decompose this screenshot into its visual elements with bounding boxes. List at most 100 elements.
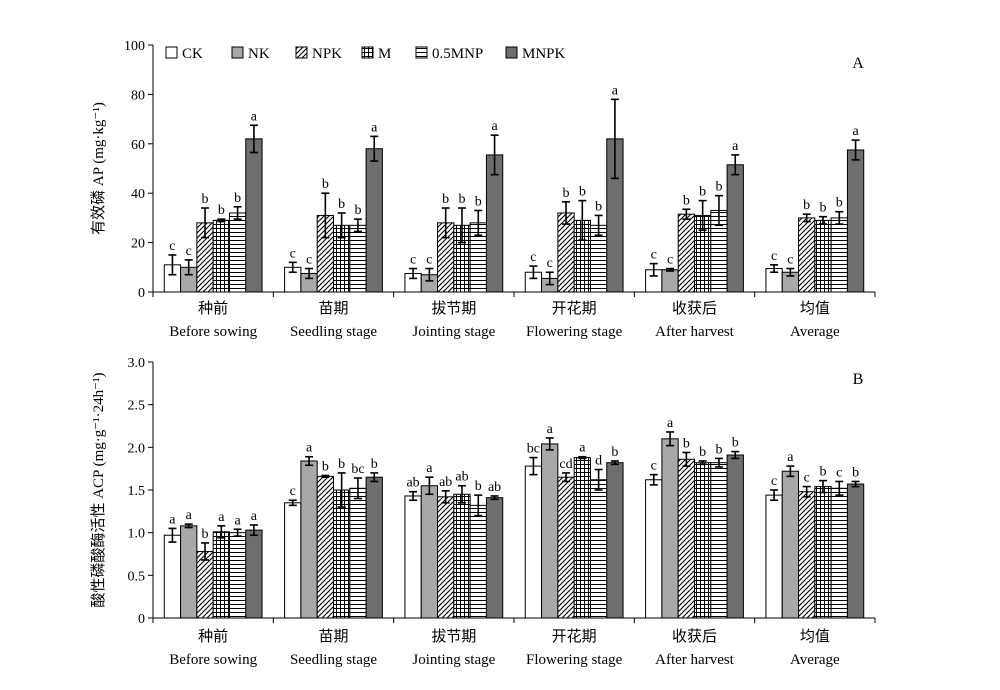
bar — [541, 443, 559, 619]
significance-label: b — [338, 457, 345, 472]
legend-swatch — [415, 46, 428, 59]
bar — [694, 462, 712, 619]
y-tick-label: 60 — [131, 138, 145, 153]
significance-label: a — [491, 119, 498, 134]
bar — [245, 529, 263, 619]
bar — [228, 212, 247, 293]
significance-label: a — [306, 441, 313, 456]
significance-label: ab — [455, 470, 468, 485]
significance-label: b — [715, 442, 722, 457]
legend-swatch — [505, 46, 518, 59]
bar — [365, 476, 383, 619]
significance-label: b — [475, 194, 482, 209]
significance-label: c — [651, 248, 657, 263]
bar — [404, 495, 422, 619]
bar — [661, 438, 679, 619]
bar — [677, 213, 696, 293]
category-label-en: After harvest — [655, 652, 735, 668]
significance-label: b — [683, 193, 690, 208]
bar — [196, 550, 214, 619]
chart-panel-a: 0 20 40 60 80 100 种前 Before sowing 苗期 Seedling st… — [90, 39, 876, 340]
significance-label: d — [595, 454, 602, 469]
bar — [661, 269, 679, 293]
significance-label: b — [338, 197, 345, 212]
bar — [284, 502, 302, 619]
significance-label: c — [290, 484, 296, 499]
significance-label: a — [787, 450, 794, 465]
bar — [846, 483, 865, 619]
bar — [573, 457, 591, 619]
bar — [349, 487, 367, 619]
bar — [316, 475, 335, 619]
significance-label: bc — [351, 462, 364, 477]
significance-label: b — [202, 527, 209, 542]
significance-label: b — [803, 198, 810, 213]
significance-label: b — [683, 436, 690, 451]
significance-label: c — [804, 471, 810, 486]
significance-label: c — [667, 253, 673, 268]
significance-label: b — [442, 192, 449, 207]
y-tick-label: 100 — [124, 39, 145, 54]
y-tick-label: 40 — [131, 187, 145, 202]
legend-swatch — [165, 46, 178, 59]
category-label-cn: 种前 — [198, 628, 228, 645]
significance-label: a — [579, 441, 586, 456]
bar — [349, 224, 367, 293]
significance-label: c — [169, 239, 175, 254]
significance-label: c — [306, 253, 312, 268]
significance-label: a — [612, 83, 619, 98]
legend-label: MNPK — [522, 46, 566, 62]
category-label-cn: 收获后 — [672, 300, 717, 317]
significance-label: c — [547, 256, 553, 271]
significance-label: b — [475, 479, 482, 494]
significance-label: a — [251, 509, 258, 524]
significance-label: ab — [406, 476, 419, 491]
y-tick-label: 1.0 — [128, 527, 146, 542]
bar — [469, 504, 487, 619]
bar — [485, 497, 504, 619]
significance-label: c — [787, 253, 793, 268]
significance-label: b — [819, 201, 826, 216]
y-axis-title: 有效磷 AP (mg·kg⁻¹) — [90, 102, 107, 235]
significance-label: b — [699, 445, 706, 460]
category-label-cn: 拔节期 — [431, 628, 476, 645]
bar — [524, 465, 543, 619]
bar — [830, 487, 848, 619]
bar — [798, 491, 816, 619]
bar — [765, 494, 783, 619]
category-label-en: Jointing stage — [412, 652, 495, 668]
category-label-en: Before sowing — [169, 652, 257, 668]
significance-label: c — [771, 474, 777, 489]
significance-label: a — [371, 120, 378, 135]
y-tick-label: 2.5 — [128, 399, 146, 414]
panel-label: A — [852, 55, 864, 72]
significance-label: b — [202, 192, 209, 207]
legend-label: 0.5MNP — [432, 46, 483, 62]
significance-label: c — [530, 250, 536, 265]
y-tick-label: 80 — [131, 88, 145, 103]
bar — [453, 493, 471, 619]
significance-label: b — [234, 191, 241, 206]
legend-label: NPK — [312, 46, 342, 62]
category-label-en: Average — [790, 652, 840, 668]
significance-label: a — [547, 422, 554, 437]
significance-label: c — [836, 465, 842, 480]
category-label-cn: 苗期 — [318, 628, 348, 645]
significance-label: a — [235, 513, 242, 528]
bar — [228, 532, 247, 619]
bar — [814, 219, 832, 293]
significance-label: bc — [527, 442, 540, 457]
significance-label: a — [251, 109, 258, 124]
y-tick-label: 0.5 — [128, 569, 146, 584]
significance-label: a — [186, 508, 193, 523]
significance-label: b — [579, 185, 586, 200]
bar — [814, 486, 832, 619]
significance-label: b — [699, 185, 706, 200]
significance-label: b — [322, 459, 329, 474]
category-label-en: Seedling stage — [290, 324, 377, 340]
significance-label: b — [595, 199, 602, 214]
legend-swatch — [295, 46, 308, 59]
significance-label: ab — [488, 480, 501, 495]
bar — [365, 148, 383, 293]
y-tick-label: 0 — [138, 286, 145, 301]
